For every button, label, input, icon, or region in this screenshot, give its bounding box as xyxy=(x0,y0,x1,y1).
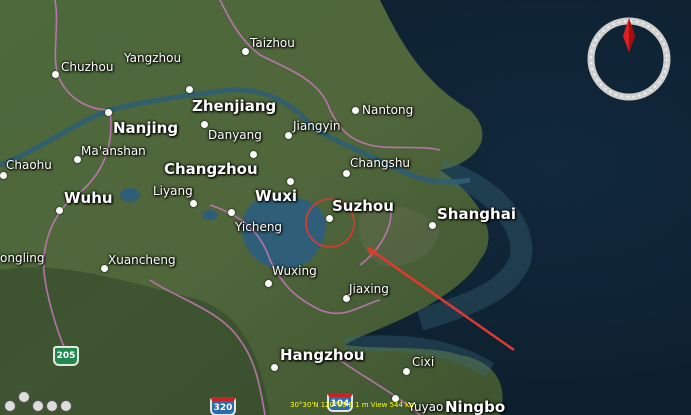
place-label-chaohu[interactable]: Chaohu xyxy=(6,158,52,172)
city-dot xyxy=(101,265,108,272)
place-label-nantong[interactable]: Nantong xyxy=(362,103,414,117)
place-label-wuxing[interactable]: Wuxing xyxy=(272,264,317,278)
road-shield-205: 205 xyxy=(53,346,79,366)
pan-up-icon[interactable] xyxy=(18,391,30,403)
city-dot xyxy=(74,156,81,163)
zoom-out-icon[interactable] xyxy=(46,400,58,412)
city-dot xyxy=(250,151,257,158)
place-label-nanjing[interactable]: Nanjing xyxy=(113,119,179,137)
city-dot xyxy=(343,170,350,177)
city-dot xyxy=(52,71,59,78)
city-dot xyxy=(352,107,359,114)
city-dot xyxy=(271,364,278,371)
place-label-cixi[interactable]: Cixi xyxy=(412,355,435,369)
place-label-wuxi[interactable]: Wuxi xyxy=(255,187,298,205)
city-dot xyxy=(326,215,333,222)
place-label-suzhou[interactable]: Suzhou xyxy=(332,197,394,215)
city-dot xyxy=(56,207,63,214)
place-label-changzhou[interactable]: Changzhou xyxy=(164,160,258,178)
city-dot xyxy=(190,200,197,207)
status-readout: 30°30'N 120°03'E 1 m View 544 km xyxy=(290,401,417,409)
place-label-ningbo[interactable]: Ningbo xyxy=(445,398,506,415)
city-dot xyxy=(242,48,249,55)
place-label-hangzhou[interactable]: Hangzhou xyxy=(280,346,365,364)
city-dot xyxy=(343,295,350,302)
city-dot xyxy=(392,395,399,402)
place-label-danyang[interactable]: Danyang xyxy=(208,128,262,142)
navigation-controls[interactable] xyxy=(0,387,80,415)
place-label-jiaxing[interactable]: Jiaxing xyxy=(349,282,389,296)
place-label-yangzhou[interactable]: Yangzhou xyxy=(124,51,182,65)
arrow-head xyxy=(366,247,377,257)
place-label-xuancheng[interactable]: Xuancheng xyxy=(108,253,176,267)
city-dot xyxy=(105,109,112,116)
road-shield-104: 104 xyxy=(327,393,353,412)
place-label-zhenjiang[interactable]: Zhenjiang xyxy=(192,97,277,115)
highlight-arrow xyxy=(367,246,515,352)
place-label-taizhou[interactable]: Taizhou xyxy=(250,36,295,50)
city-dot xyxy=(265,280,272,287)
place-label-maanshan[interactable]: Ma'anshan xyxy=(81,144,146,158)
place-label-liyang[interactable]: Liyang xyxy=(153,184,193,198)
place-label-changshu[interactable]: Changshu xyxy=(350,156,411,170)
road-shield-320: 320 xyxy=(210,397,236,415)
pan-left-icon[interactable] xyxy=(4,400,16,412)
place-label-yicheng[interactable]: Yicheng xyxy=(235,220,283,234)
compass-graphic xyxy=(587,17,671,101)
city-dot xyxy=(228,209,235,216)
place-label-shanghai[interactable]: Shanghai xyxy=(437,205,516,223)
highlight-circle xyxy=(305,198,355,248)
place-label-chuzhou[interactable]: Chuzhou xyxy=(61,60,114,74)
place-label-yuyao[interactable]: Yuyao xyxy=(408,400,444,414)
city-dot xyxy=(201,121,208,128)
rotate-icon[interactable] xyxy=(60,400,72,412)
city-dot xyxy=(186,86,193,93)
city-dot xyxy=(403,368,410,375)
compass-icon[interactable] xyxy=(586,16,672,102)
place-label-ongling[interactable]: ongling xyxy=(0,251,45,265)
place-label-wuhu[interactable]: Wuhu xyxy=(64,189,113,207)
zoom-in-icon[interactable] xyxy=(32,400,44,412)
city-dot xyxy=(0,172,7,179)
city-dot xyxy=(285,132,292,139)
city-dot xyxy=(287,178,294,185)
city-dot xyxy=(429,222,436,229)
place-label-jiangyin[interactable]: Jiangyin xyxy=(293,119,341,133)
